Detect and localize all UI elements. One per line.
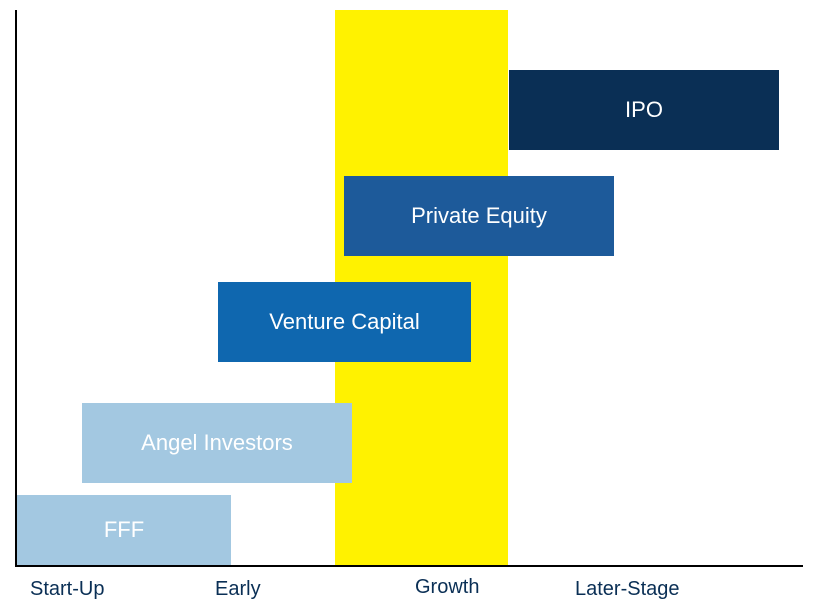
stage-private-equity: Private Equity: [344, 176, 614, 256]
stage-angel-investors: Angel Investors: [82, 403, 352, 483]
stage-label: Angel Investors: [141, 430, 293, 456]
x-label-early: Early: [215, 578, 261, 601]
stage-label: FFF: [104, 517, 144, 543]
stage-ipo: IPO: [509, 70, 779, 150]
x-label-laterstage: Later-Stage: [575, 578, 680, 601]
stage-venture-capital: Venture Capital: [218, 282, 471, 362]
stage-label: Venture Capital: [269, 309, 419, 335]
stage-label: IPO: [625, 97, 663, 123]
funding-stage-diagram: FFF Angel Investors Venture Capital Priv…: [15, 10, 805, 565]
x-label-growth: Growth: [415, 576, 479, 599]
x-axis: [15, 565, 803, 567]
x-label-startup: Start-Up: [30, 578, 104, 601]
stage-fff: FFF: [17, 495, 231, 565]
stage-label: Private Equity: [411, 203, 547, 229]
y-axis: [15, 10, 17, 565]
